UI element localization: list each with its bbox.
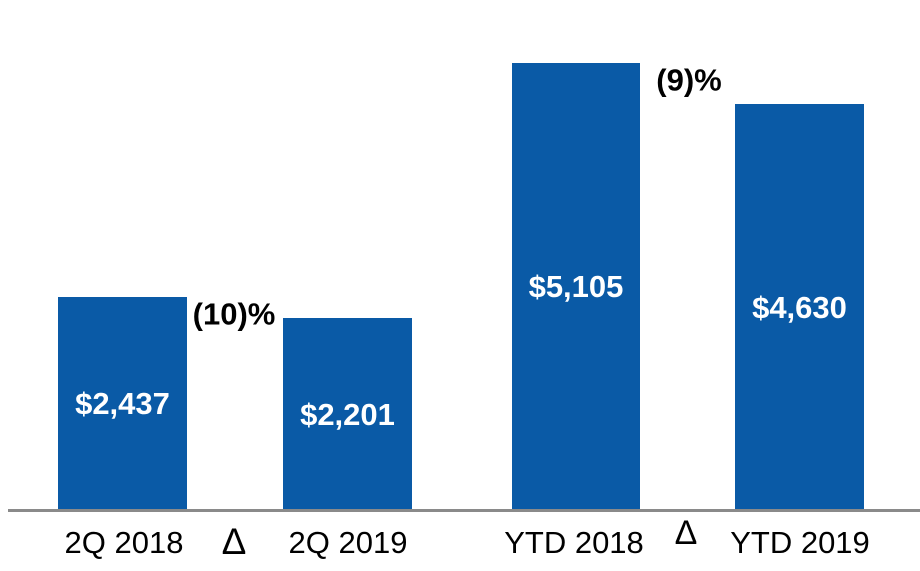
x-axis-label-2q-2019: 2Q 2019 xyxy=(288,525,408,560)
delta-symbol-icon: Δ xyxy=(221,521,247,562)
bar-value-label: $5,105 xyxy=(528,269,624,304)
delta-annotation-ytd: (9)% xyxy=(656,62,722,98)
bar-value-label: $4,630 xyxy=(752,289,847,325)
bar-ytd-2018: $5,105 xyxy=(512,63,640,511)
bar-2q-2018: $2,437 xyxy=(58,297,187,511)
x-axis-line xyxy=(8,509,920,512)
delta-symbol-icon: Δ xyxy=(674,514,698,552)
delta-annotation-2q: (10)% xyxy=(192,296,276,332)
bar-value-label: $2,201 xyxy=(300,396,395,432)
x-axis-label-ytd-2019: YTD 2019 xyxy=(730,525,870,560)
x-axis-label-2q-2018: 2Q 2018 xyxy=(64,525,184,560)
x-axis-label-ytd-2018: YTD 2018 xyxy=(504,525,644,560)
bar-ytd-2019: $4,630 xyxy=(735,104,864,511)
bar-value-label: $2,437 xyxy=(75,386,170,421)
bar-2q-2019: $2,201 xyxy=(283,318,412,511)
